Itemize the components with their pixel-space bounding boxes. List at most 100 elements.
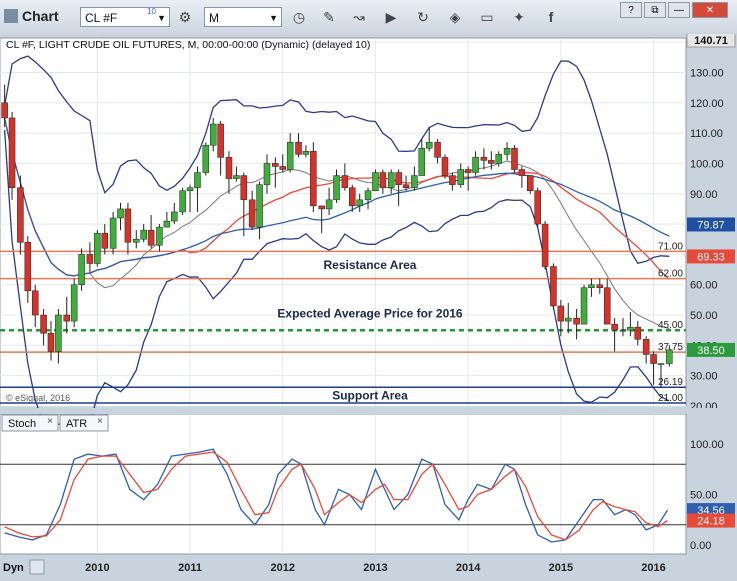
link-icon[interactable]: ⚙ xyxy=(178,9,192,25)
symbol-input[interactable]: CL #F 10 ▼ xyxy=(80,7,170,27)
level-label: 37.75 xyxy=(658,342,683,353)
toolbar: Chart CL #F 10 ▼ ⚙ M ▼ ◷ ✎ ↝ ▶ ↻ ◈ ▭ ✦ f ? … xyxy=(0,0,737,35)
candle-body xyxy=(527,175,534,191)
stoch-d-line xyxy=(4,451,668,541)
candle-body xyxy=(449,175,456,185)
candle-body xyxy=(425,141,433,149)
candle-body xyxy=(480,157,488,161)
tab-atr[interactable] xyxy=(59,414,109,432)
twitter-icon[interactable]: ✦ xyxy=(513,9,525,25)
interval-text: M xyxy=(209,11,219,25)
candle-body xyxy=(580,287,588,325)
x-tick-label: 2013 xyxy=(363,562,387,574)
candle-body xyxy=(565,317,572,322)
price-label: 69.33 xyxy=(697,251,725,263)
candle-body xyxy=(225,157,233,179)
candle-body xyxy=(202,144,210,173)
candle-body xyxy=(263,163,271,185)
candle-body xyxy=(596,284,604,288)
candle-body xyxy=(279,166,286,170)
price-label-box xyxy=(687,249,735,264)
refresh-icon[interactable]: ↻ xyxy=(417,9,429,25)
candle-body xyxy=(1,102,8,119)
candle-body xyxy=(17,187,24,243)
candle-body xyxy=(318,205,325,210)
x-tick-label: 2014 xyxy=(456,562,481,574)
candle-body xyxy=(434,141,441,158)
clock-icon[interactable]: ◷ xyxy=(292,9,306,25)
candle-body xyxy=(488,160,495,164)
x-tick-label: 2015 xyxy=(549,562,573,574)
candle-body xyxy=(642,339,650,355)
lock-icon[interactable] xyxy=(29,559,45,575)
interval-select[interactable]: M ▼ xyxy=(204,7,282,27)
pencil-icon[interactable]: ✎ xyxy=(323,9,335,25)
candle-body xyxy=(341,175,349,188)
level-label: 62.00 xyxy=(658,269,683,280)
candle-body xyxy=(124,208,132,243)
stoch-panel xyxy=(0,413,687,555)
tab-stoch-label: Stoch xyxy=(8,418,36,430)
candle-body xyxy=(256,184,263,228)
candle-body xyxy=(619,329,627,332)
chart-area: 140.00130.00120.00110.00100.0090.0080.00… xyxy=(0,32,737,576)
x-tick-label: 2016 xyxy=(641,562,665,574)
candle-body xyxy=(286,141,294,170)
chevron-down-icon[interactable]: ▼ xyxy=(269,13,278,23)
candle-body xyxy=(140,229,147,240)
footer-dyn-label: Dyn xyxy=(3,562,24,574)
y-tick-label: 100.00 xyxy=(690,158,724,170)
candle-body xyxy=(63,314,70,322)
candle-body xyxy=(495,154,502,164)
candle-body xyxy=(186,187,194,191)
candle-body xyxy=(541,223,549,267)
chevron-down-icon[interactable]: ▼ xyxy=(157,13,166,23)
price-label: 38.50 xyxy=(697,345,725,357)
candle-body xyxy=(94,232,101,264)
level-label: 21.00 xyxy=(658,393,683,404)
candle-body xyxy=(650,354,657,364)
candle-body xyxy=(395,172,402,185)
y-tick-label: 120.00 xyxy=(690,98,724,110)
facebook-icon[interactable]: f xyxy=(548,9,554,25)
level-label: 26.19 xyxy=(658,377,683,388)
candle-body xyxy=(240,175,248,201)
tab-stoch[interactable] xyxy=(1,414,59,432)
chart-svg: 140.00130.00120.00110.00100.0090.0080.00… xyxy=(0,32,737,576)
candle-body xyxy=(86,254,94,264)
upper-band-line xyxy=(3,55,670,265)
candle-body xyxy=(171,211,178,222)
panel-gap xyxy=(0,408,737,414)
candle-body xyxy=(325,199,333,210)
candle-body xyxy=(387,172,395,188)
help-button[interactable]: ? xyxy=(620,2,642,18)
close-icon: × xyxy=(97,416,103,427)
level-label: 45.00 xyxy=(658,320,683,331)
study-icon[interactable]: ↝ xyxy=(353,9,365,25)
candle-body xyxy=(31,290,39,316)
stoch-y-tick-label: 50.00 xyxy=(690,490,718,502)
candle-body xyxy=(55,314,62,352)
candle-body xyxy=(372,172,379,191)
y-tick-label: 30.00 xyxy=(690,371,718,383)
stoch-value-label: 34.56 xyxy=(697,505,725,517)
candle-body xyxy=(78,254,85,285)
symbol-superscript: 10 xyxy=(147,7,156,16)
candle-body xyxy=(511,148,518,170)
candle-body xyxy=(147,229,155,246)
stoch-y-tick-label: 100.00 xyxy=(690,439,724,451)
candle-body xyxy=(333,175,340,201)
close-button[interactable]: ✕ xyxy=(692,2,728,18)
tag-icon[interactable]: ◈ xyxy=(449,9,461,25)
restore-button[interactable]: ⧉ xyxy=(644,2,666,18)
x-tick-label: 2011 xyxy=(178,562,202,574)
play-icon[interactable]: ▶ xyxy=(385,9,397,25)
candle-body xyxy=(379,172,387,188)
comment-icon[interactable]: ▭ xyxy=(480,9,494,25)
minimize-button[interactable]: — xyxy=(668,2,690,18)
candle-body xyxy=(272,163,279,167)
x-tick-label: 2012 xyxy=(271,562,295,574)
app-title-text: Chart xyxy=(22,8,59,24)
candle-body xyxy=(24,242,32,292)
annotation-label: Support Area xyxy=(332,388,408,402)
